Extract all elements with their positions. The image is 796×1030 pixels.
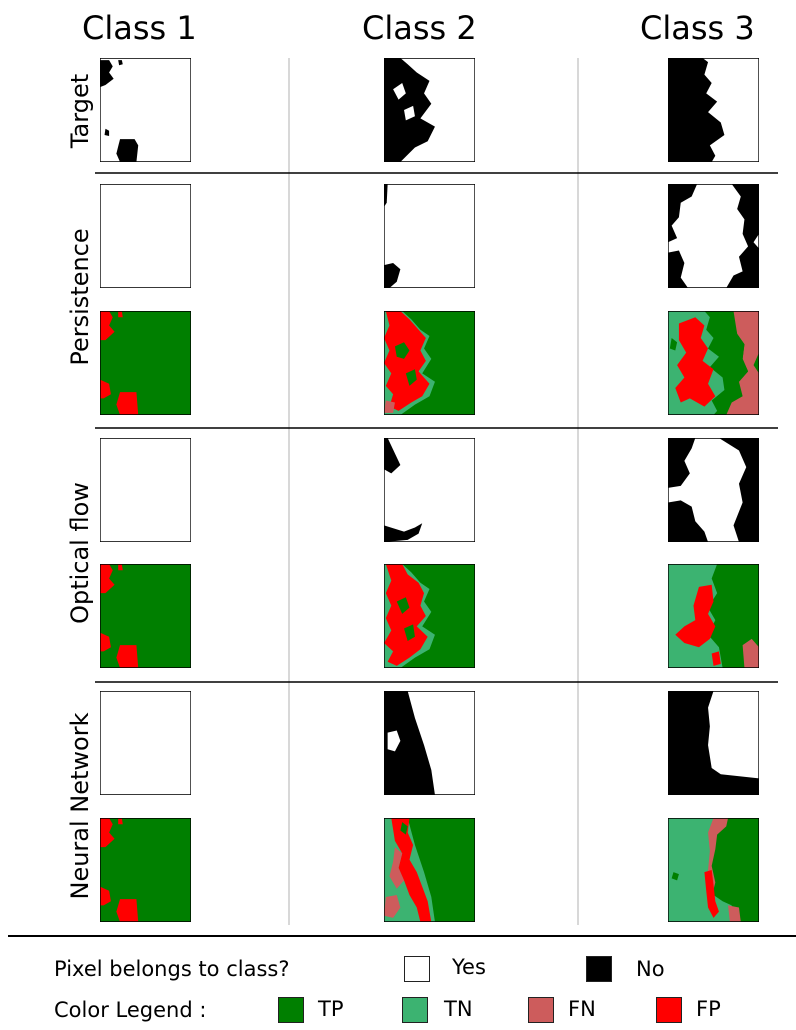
panel-persistence-mask-class-1: [100, 184, 191, 288]
legend-tp-label: TP: [318, 997, 344, 1021]
legend-yes-label: Yes: [452, 955, 486, 979]
column-header-class-1: Class 1: [82, 9, 197, 47]
column-header-class-2: Class 2: [362, 9, 477, 47]
panel-neural-network-mask-class-2: [384, 691, 475, 795]
panel-persistence-error-class-2: [384, 311, 475, 415]
panel-optical-flow-mask-class-3: [668, 438, 759, 542]
comparison-grid: [95, 58, 778, 925]
legend-swatch-yes: [404, 956, 430, 982]
legend-swatch-no: [586, 956, 612, 982]
column-header-class-3: Class 3: [640, 9, 755, 47]
panel-persistence-mask-class-2: [384, 184, 475, 288]
panel-neural-network-error-class-2: [384, 818, 475, 922]
panel-persistence-error-class-1: [100, 311, 191, 415]
panel-optical-flow-mask-class-1: [100, 438, 191, 542]
panel-optical-flow-error-class-3: [668, 564, 759, 668]
panel-target-class-3: [668, 58, 759, 162]
panel-neural-network-error-class-3: [668, 818, 759, 922]
panel-target-class-1: [100, 58, 191, 162]
legend-fp-label: FP: [696, 997, 721, 1021]
legend-color-title: Color Legend :: [54, 998, 207, 1022]
legend-fn-label: FN: [568, 997, 596, 1021]
legend-tn-label: TN: [444, 997, 473, 1021]
panel-optical-flow-error-class-1: [100, 564, 191, 668]
panel-target-class-2: [384, 58, 475, 162]
legend-swatch-tp: [278, 997, 304, 1023]
panel-neural-network-mask-class-1: [100, 691, 191, 795]
legend-swatch-fp: [656, 997, 682, 1023]
panel-persistence-mask-class-3: [668, 184, 759, 288]
panel-neural-network-error-class-1: [100, 818, 191, 922]
panel-optical-flow-mask-class-2: [384, 438, 475, 542]
panel-neural-network-mask-class-3: [668, 691, 759, 795]
legend-divider: [8, 935, 796, 937]
legend-question: Pixel belongs to class?: [54, 957, 290, 981]
panel-optical-flow-error-class-2: [384, 564, 475, 668]
legend-no-label: No: [636, 957, 665, 981]
panel-persistence-error-class-3: [668, 311, 759, 415]
legend-swatch-tn: [402, 997, 428, 1023]
legend-swatch-fn: [528, 997, 554, 1023]
